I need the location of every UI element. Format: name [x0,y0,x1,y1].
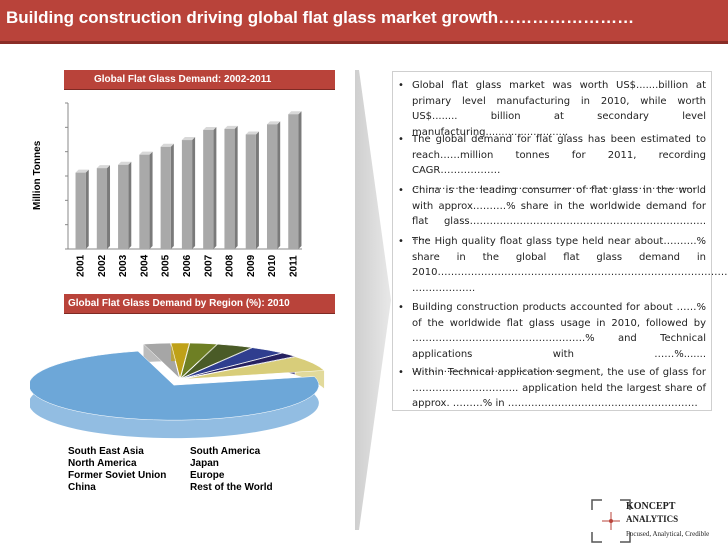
pie-legend-right: South America Japan Europe Rest of the W… [190,446,273,494]
bar-top [203,126,217,130]
bar-side [107,165,111,249]
bar [181,140,193,249]
x-tick-label: 2006 [182,254,193,277]
logo-name-1: KONCEPT [626,501,676,512]
legend-item: North America [68,458,137,469]
title-banner: Building construction driving global fla… [0,0,728,44]
legend-item: Japan [190,458,219,469]
bar [118,164,129,249]
pie-chart-title-bar: Global Flat Glass Demand by Region (%): … [64,294,335,314]
bullet-item: • Building construction products accounte… [398,302,706,375]
legend-item: Europe [190,470,225,481]
bar-top [288,111,302,115]
bar [75,172,86,249]
bar [160,146,171,249]
bar [139,154,150,249]
koncept-logo: KONCEPT ANALYTICS Focused, Analytical, C… [588,497,728,546]
x-tick-label: 2005 [161,254,172,277]
bar-side [234,125,238,249]
pie-slice [142,342,180,379]
bar-side [170,143,174,249]
x-tick-label: 2007 [203,254,214,277]
bar [245,134,256,249]
legend-item: South America [190,446,261,457]
bullet-item: • The High quality float glass type held … [398,236,728,294]
x-tick-label: 2002 [97,254,108,277]
bar-side [277,121,281,249]
pie-slice [180,342,218,379]
bar-side [149,151,153,249]
x-tick-label: 2011 [288,255,299,277]
pie-legend-left: South East Asia North America Former Sov… [68,446,166,494]
bar [266,124,278,249]
pie-slice [170,342,190,379]
pie-slice [182,347,282,379]
pie-chart [30,342,325,439]
pie-slice [181,343,253,379]
legend-item: China [68,482,96,493]
bar-chart: 2001 2002 2003 2004 2005 2006 2007 2008 2009 2010… [65,102,302,277]
pie-slice-side [30,351,319,439]
logo-name-2: ANALYTICS [626,514,679,524]
bar-top [245,131,259,135]
bar [96,168,108,249]
bar-side [128,161,132,249]
bar [203,129,214,249]
pie-slice [183,356,325,380]
bar-top [160,143,174,147]
bar-side [298,111,302,249]
bar-top [139,151,153,155]
pie-slice [182,352,295,379]
bar [224,128,235,249]
legend-item: Former Soviet Union [68,470,167,481]
slide-title: Building construction driving global fla… [6,8,635,27]
legend-item: South East Asia [68,446,144,457]
bar-top [75,169,89,173]
bar-top [118,161,132,165]
x-tick-label: 2004 [139,254,150,277]
bar [288,114,299,249]
bar-side [213,126,217,249]
logo-mark-icon [591,499,631,543]
bar-side [192,137,196,249]
bullet-item: • Within Technical application segment, t… [398,367,706,409]
bar-top [266,121,281,125]
x-tick-label: 2003 [118,254,129,277]
bullet-item: • Global flat glass market was worth US$.… [398,80,706,138]
bar-top [96,165,111,169]
bullet-item: • The global demand for flat glass has be… [398,134,706,192]
pie-chart-title: Global Flat Glass Demand by Region (%): … [68,298,290,309]
bar-top [224,125,238,129]
x-tick-label: 2008 [225,254,236,277]
bar-side [85,169,89,249]
bullet-item: • China is the leading consumer of flat g… [398,185,706,243]
x-tick-label: 2010 [267,254,278,277]
bullet-panel: • Global flat glass market was worth US$.… [392,71,728,411]
x-tick-label: 2001 [76,254,87,277]
legend-item: Rest of the World [190,482,273,493]
bar-chart-title-bar: Global Flat Glass Demand: 2002-2011 [64,70,335,90]
pie-slice [30,350,320,421]
bar-top [181,137,196,141]
arrow-shape [355,70,391,530]
bar-side [255,131,259,249]
logo-tagline: Focused, Analytical, Credible [626,530,710,538]
bar-chart-title: Global Flat Glass Demand: 2002-2011 [94,74,272,85]
x-tick-label: 2009 [246,254,257,277]
